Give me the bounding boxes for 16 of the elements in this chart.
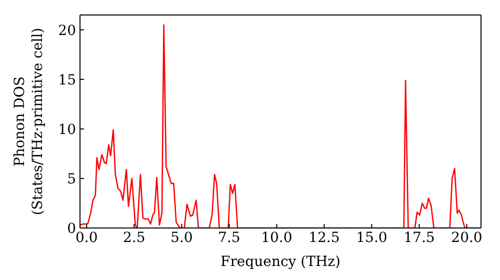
y-tick-label: 20 [58, 22, 76, 39]
y-tick-label: 10 [58, 122, 76, 138]
x-tick-label: 15.0 [356, 230, 388, 246]
x-tick-label: 20.0 [451, 230, 482, 246]
x-tick-label: 5.0 [170, 230, 193, 246]
x-tick-label: 12.5 [308, 230, 340, 246]
x-tick-label: 2.5 [123, 230, 146, 246]
y-tick-label: 5 [67, 171, 76, 188]
x-tick-label: 10.0 [261, 230, 292, 246]
x-axis-title: Frequency (THz) [220, 254, 341, 270]
x-tick-label: 17.5 [404, 230, 435, 246]
y-tick-label: 15 [58, 72, 76, 88]
y-axis-title: Phonon DOS (States/THz·primitive cell) [12, 28, 46, 216]
x-tick-label: 0.0 [76, 230, 98, 246]
y-tick-label: 0 [67, 220, 76, 237]
x-tick-label: 7.5 [218, 230, 240, 246]
